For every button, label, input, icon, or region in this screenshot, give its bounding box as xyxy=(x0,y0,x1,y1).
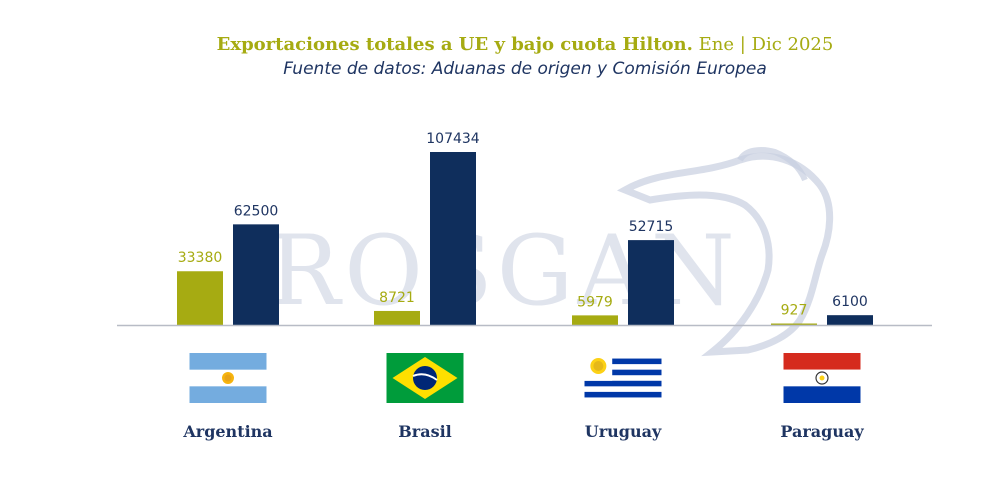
paraguay-flag-icon xyxy=(783,353,861,403)
value-label-uruguay-hilton: 5979 xyxy=(577,294,613,310)
value-label-paraguay-total-ue: 6100 xyxy=(832,294,868,310)
bar-paraguay-hilton xyxy=(771,323,817,325)
bar-paraguay-total-ue xyxy=(827,315,873,325)
chart-title-bold: Exportaciones totales a UE y bajo cuota … xyxy=(216,34,693,55)
country-label-paraguay: Paraguay xyxy=(780,422,864,441)
chart-subtitle: Fuente de datos: Aduanas de origen y Com… xyxy=(283,59,767,79)
value-label-brasil-hilton: 8721 xyxy=(379,290,415,306)
value-label-uruguay-total-ue: 52715 xyxy=(629,219,674,235)
bar-uruguay-hilton xyxy=(572,315,618,325)
chart-title: Exportaciones totales a UE y bajo cuota … xyxy=(0,34,993,55)
brasil-flag-icon xyxy=(386,353,464,403)
bull-head-icon xyxy=(616,152,834,357)
country-label-uruguay: Uruguay xyxy=(585,422,662,441)
bar-brasil-hilton xyxy=(374,310,420,325)
value-label-argentina-total-ue: 62500 xyxy=(234,203,279,219)
rosgan-watermark: ROSGAN xyxy=(268,147,834,357)
title-block: Exportaciones totales a UE y bajo cuota … xyxy=(0,34,993,79)
bar-uruguay-total-ue xyxy=(628,240,674,325)
chart-title-period: Ene | Dic 2025 xyxy=(698,34,834,55)
bar-argentina-hilton xyxy=(177,271,223,325)
bar-argentina-total-ue xyxy=(233,224,279,325)
bar-brasil-total-ue xyxy=(430,152,476,325)
value-label-paraguay-hilton: 927 xyxy=(781,303,808,319)
value-label-argentina-hilton: 33380 xyxy=(178,250,223,266)
value-labels-layer: 33380 62500 8721 107434 5979 52715 927 6100 xyxy=(178,131,868,319)
country-label-argentina: Argentina xyxy=(182,422,272,441)
country-label-brasil: Brasil xyxy=(398,422,451,441)
value-label-brasil-total-ue: 107434 xyxy=(426,131,480,147)
uruguay-flag-icon xyxy=(584,353,662,403)
bull-horn-icon xyxy=(737,147,808,182)
argentina-flag-icon xyxy=(189,353,267,403)
country-labels-layer: Argentina Brasil Uruguay Paraguay xyxy=(182,422,864,441)
bars-layer xyxy=(177,152,873,325)
flags-layer xyxy=(189,353,861,403)
